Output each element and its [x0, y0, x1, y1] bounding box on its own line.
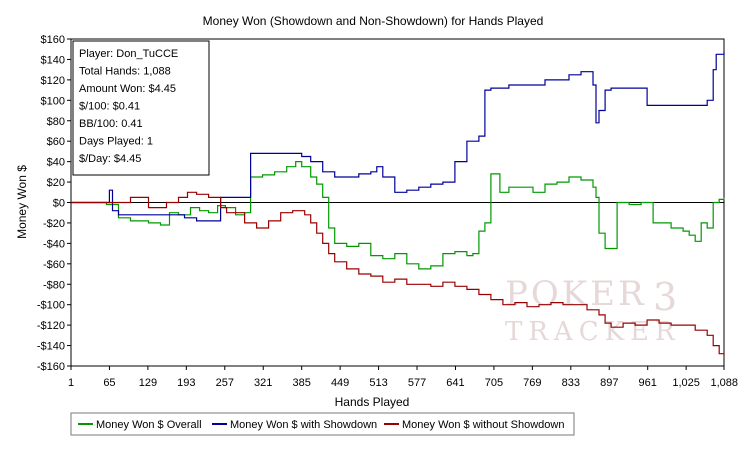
y-tick-label: -$80 [43, 279, 65, 291]
x-tick-label: 769 [523, 377, 541, 389]
x-tick-label: 513 [369, 377, 387, 389]
x-tick-label: 321 [254, 377, 272, 389]
x-tick-label: 961 [639, 377, 657, 389]
x-tick-label: 1 [68, 377, 74, 389]
x-tick-label: 705 [485, 377, 503, 389]
x-tick-label: 129 [139, 377, 157, 389]
x-tick-label: 449 [331, 377, 349, 389]
x-tick-label: 641 [446, 377, 464, 389]
x-tick-label: 1,088 [710, 377, 738, 389]
y-tick-label: $140 [41, 54, 65, 66]
series-line-3 [71, 191, 725, 355]
y-tick-label: -$100 [37, 300, 65, 312]
info-line: $/Day: $4.45 [79, 153, 141, 165]
y-axis: $160 $140 $120 $100 $80 $60 $40 $20 $0 -$20 -$40 -$… [37, 34, 71, 373]
svg-text:3: 3 [653, 275, 677, 319]
info-line: Player: Don_TuCCE [79, 48, 178, 60]
x-tick-label: 1,025 [672, 377, 700, 389]
x-axis-label: Hands Played [335, 395, 410, 409]
player-info-box: Player: Don_TuCCE Total Hands: 1,088 Amoun… [72, 40, 210, 176]
svg-text:TRACKER: TRACKER [505, 317, 681, 347]
x-tick-label: 577 [408, 377, 426, 389]
y-tick-label: $20 [47, 177, 65, 189]
legend-label: Money Won $ with Showdown [230, 419, 377, 431]
svg-text:POKER: POKER [505, 274, 647, 314]
legend-label: Money Won $ Overall [96, 419, 202, 431]
y-tick-label: -$40 [43, 238, 65, 250]
x-tick-label: 833 [562, 377, 580, 389]
y-tick-label: -$60 [43, 259, 65, 271]
x-axis: 1 65 129 193 257 321 385 449 513 577 641 705 769 833 8… [68, 366, 738, 389]
series-layer [71, 51, 725, 355]
info-line: Total Hands: 1,088 [79, 66, 171, 78]
info-line: Days Played: 1 [79, 136, 153, 148]
y-tick-label: -$140 [37, 341, 65, 353]
info-line: Amount Won: $4.45 [79, 83, 176, 95]
y-tick-label: -$160 [37, 361, 65, 373]
series-line-2 [71, 51, 725, 222]
y-tick-label: $80 [47, 116, 65, 128]
x-tick-label: 257 [216, 377, 234, 389]
x-tick-label: 897 [600, 377, 618, 389]
y-tick-label: -$20 [43, 218, 65, 230]
chart-title: Money Won (Showdown and Non-Showdown) fo… [203, 14, 544, 28]
series-line-1 [71, 161, 725, 270]
legend-label: Money Won $ without Showdown [402, 419, 564, 431]
info-line: BB/100: 0.41 [79, 118, 143, 130]
x-tick-label: 385 [293, 377, 311, 389]
y-tick-label: $120 [41, 75, 65, 87]
legend: Money Won $ Overall Money Won $ with Show… [70, 412, 575, 436]
y-tick-label: $160 [41, 34, 65, 46]
y-axis-label: Money Won $ [15, 165, 29, 239]
poker-tracker-watermark: POKER 3 TRACKER [505, 274, 681, 347]
x-tick-label: 65 [103, 377, 115, 389]
y-tick-label: $0 [53, 198, 65, 210]
y-tick-label: $60 [47, 136, 65, 148]
y-tick-label: $100 [41, 95, 65, 107]
x-tick-label: 193 [177, 377, 195, 389]
y-tick-label: -$120 [37, 320, 65, 332]
info-line: $/100: $0.41 [79, 101, 140, 113]
y-tick-label: $40 [47, 157, 65, 169]
